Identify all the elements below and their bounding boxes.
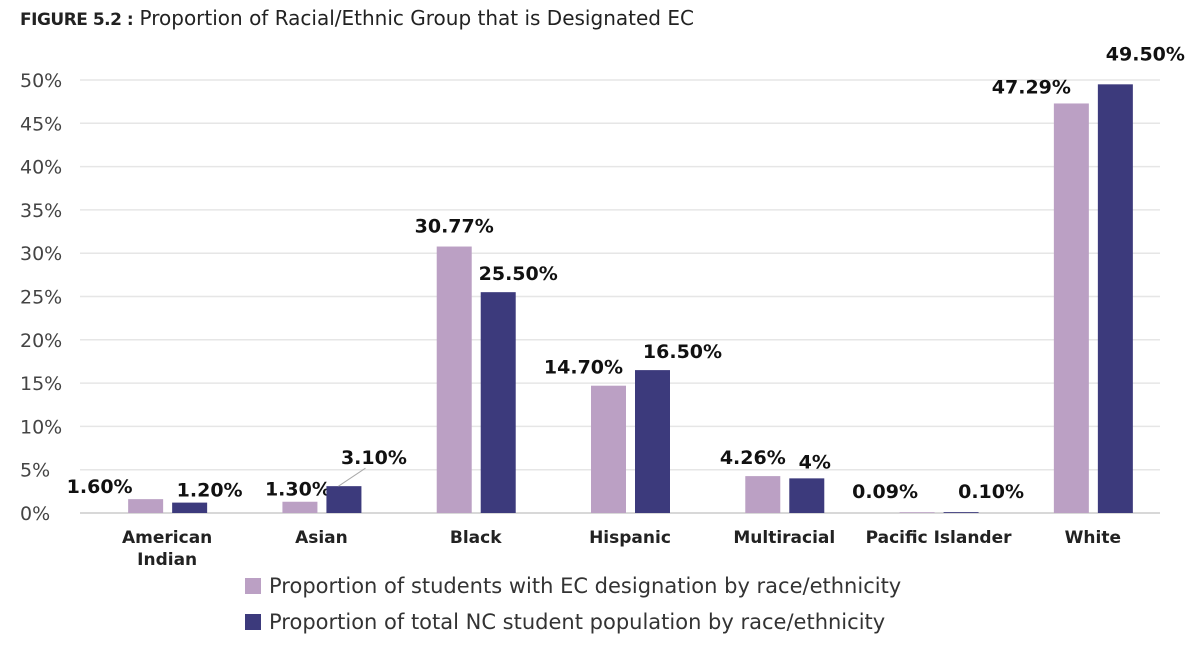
data-label: 4.26% xyxy=(720,447,786,469)
bar-total xyxy=(326,486,362,513)
bar-total xyxy=(1097,84,1133,513)
data-label: 3.10% xyxy=(341,447,407,469)
data-label: 25.50% xyxy=(479,263,558,285)
y-tick-label: 0% xyxy=(20,503,50,525)
data-label: 1.60% xyxy=(67,476,133,498)
x-tick-label: Asian xyxy=(295,528,348,548)
legend-swatch-ec xyxy=(245,578,261,594)
title-text: Proportion of Racial/Ethnic Group that i… xyxy=(139,6,694,30)
y-tick-label: 5% xyxy=(20,460,50,482)
legend-item-ec: Proportion of students with EC designati… xyxy=(245,574,901,598)
bar-ec xyxy=(282,501,318,513)
data-label: 16.50% xyxy=(643,341,722,363)
leader-line xyxy=(338,467,366,487)
bar-ec xyxy=(436,246,472,513)
y-tick-label: 15% xyxy=(20,373,62,395)
bar-total xyxy=(943,512,979,513)
data-label: 47.29% xyxy=(992,76,1071,98)
y-tick-label: 10% xyxy=(20,416,62,438)
y-tick-label: 20% xyxy=(20,330,62,352)
data-label: 49.50% xyxy=(1106,43,1185,65)
bar-ec xyxy=(899,512,935,513)
data-label: 1.20% xyxy=(177,480,243,502)
bar-ec xyxy=(128,499,164,513)
x-tick-label: Hispanic xyxy=(589,528,671,548)
y-tick-label: 45% xyxy=(20,113,62,135)
data-label: 0.09% xyxy=(852,481,918,503)
legend-label-total: Proportion of total NC student populatio… xyxy=(269,610,886,634)
bar-ec xyxy=(1053,103,1089,513)
y-tick-label: 25% xyxy=(20,287,62,309)
legend-swatch-total xyxy=(245,614,261,630)
bar-total xyxy=(789,478,825,513)
x-tick-label: White xyxy=(1065,528,1121,548)
bar-ec xyxy=(591,385,626,513)
legend-item-total: Proportion of total NC student populatio… xyxy=(245,610,885,634)
figure-label: FIGURE 5.2 : xyxy=(20,10,134,30)
legend-label-ec: Proportion of students with EC designati… xyxy=(269,574,902,598)
y-tick-label: 35% xyxy=(20,200,62,222)
x-tick-label: Pacific Islander xyxy=(866,528,1013,548)
data-label: 14.70% xyxy=(544,357,623,379)
bar-total xyxy=(480,292,516,513)
data-label: 1.30% xyxy=(265,479,331,501)
bar-total xyxy=(172,502,208,513)
x-tick-label: Multiracial xyxy=(733,528,835,548)
x-tick-label: Black xyxy=(450,528,502,548)
data-label: 4% xyxy=(799,451,831,473)
data-label: 0.10% xyxy=(958,481,1024,503)
y-tick-label: 50% xyxy=(20,70,62,92)
data-label: 30.77% xyxy=(415,216,494,238)
x-tick-label: American xyxy=(122,528,212,548)
bar-total xyxy=(635,370,670,513)
x-tick-label: Indian xyxy=(137,550,197,570)
y-tick-label: 30% xyxy=(20,243,62,265)
chart-title: FIGURE 5.2 : Proportion of Racial/Ethnic… xyxy=(20,6,694,30)
bar-ec xyxy=(745,476,781,513)
y-tick-label: 40% xyxy=(20,157,62,179)
